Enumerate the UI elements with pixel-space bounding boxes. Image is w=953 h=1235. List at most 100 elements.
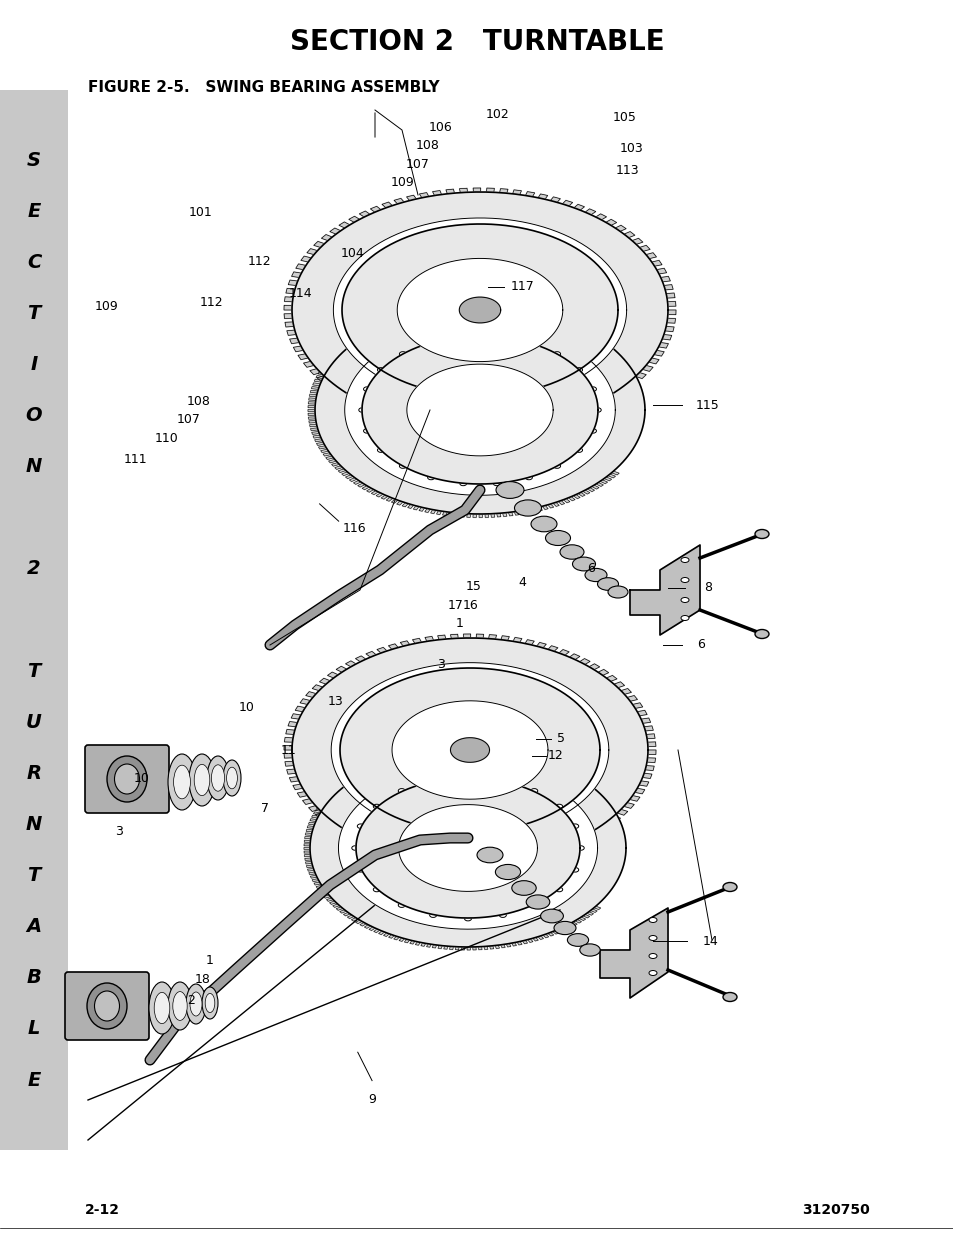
Ellipse shape (559, 545, 583, 559)
Ellipse shape (429, 778, 436, 783)
Ellipse shape (590, 270, 598, 274)
Polygon shape (320, 368, 328, 372)
Polygon shape (288, 721, 297, 726)
Polygon shape (355, 778, 579, 918)
Ellipse shape (87, 983, 127, 1029)
Polygon shape (399, 417, 409, 424)
Polygon shape (366, 488, 374, 493)
Ellipse shape (189, 755, 214, 806)
Polygon shape (645, 734, 655, 739)
Text: 1: 1 (456, 618, 463, 630)
Polygon shape (406, 364, 553, 456)
Polygon shape (582, 914, 589, 918)
Text: 107: 107 (176, 414, 201, 426)
Polygon shape (413, 506, 418, 510)
Polygon shape (317, 805, 324, 808)
Polygon shape (378, 931, 384, 935)
Ellipse shape (553, 352, 560, 356)
Polygon shape (315, 809, 322, 811)
Polygon shape (288, 280, 297, 285)
Ellipse shape (427, 475, 435, 479)
Ellipse shape (377, 368, 384, 372)
Polygon shape (316, 375, 328, 382)
Polygon shape (340, 830, 351, 836)
Ellipse shape (571, 824, 578, 829)
Text: 112: 112 (248, 256, 271, 268)
Polygon shape (530, 853, 539, 860)
Polygon shape (637, 710, 646, 716)
Polygon shape (527, 939, 533, 942)
Ellipse shape (379, 803, 387, 806)
Polygon shape (313, 383, 320, 385)
Polygon shape (473, 514, 476, 517)
Text: 107: 107 (405, 158, 430, 170)
Polygon shape (316, 442, 324, 446)
Ellipse shape (377, 448, 384, 452)
Ellipse shape (554, 921, 576, 935)
Ellipse shape (521, 384, 529, 388)
Polygon shape (284, 737, 293, 742)
Polygon shape (400, 641, 409, 646)
Polygon shape (284, 296, 293, 301)
Polygon shape (287, 769, 295, 774)
Polygon shape (647, 742, 656, 746)
Polygon shape (335, 666, 347, 672)
Ellipse shape (430, 384, 437, 388)
Polygon shape (550, 196, 559, 203)
Polygon shape (607, 474, 615, 478)
Ellipse shape (465, 671, 474, 676)
Text: R: R (27, 763, 42, 783)
Ellipse shape (491, 227, 499, 232)
Text: 102: 102 (486, 109, 509, 121)
Text: 108: 108 (186, 395, 211, 408)
Polygon shape (347, 915, 354, 919)
Polygon shape (286, 289, 294, 294)
Polygon shape (284, 746, 292, 750)
Text: A: A (27, 918, 42, 936)
Polygon shape (415, 942, 420, 945)
Polygon shape (569, 653, 579, 659)
Polygon shape (305, 862, 312, 864)
Ellipse shape (434, 823, 442, 826)
Polygon shape (512, 190, 521, 195)
Polygon shape (308, 410, 314, 411)
Polygon shape (387, 414, 397, 420)
Polygon shape (568, 496, 575, 500)
Polygon shape (394, 852, 403, 857)
Ellipse shape (373, 804, 380, 809)
Polygon shape (566, 924, 572, 927)
Ellipse shape (680, 557, 688, 562)
Polygon shape (488, 635, 496, 640)
Polygon shape (309, 398, 315, 400)
Polygon shape (338, 767, 597, 929)
Polygon shape (639, 781, 648, 787)
Ellipse shape (648, 953, 657, 958)
Polygon shape (388, 643, 397, 650)
Polygon shape (375, 493, 382, 496)
Polygon shape (596, 483, 602, 487)
Ellipse shape (555, 804, 562, 809)
Polygon shape (314, 811, 320, 815)
Polygon shape (511, 942, 516, 946)
Ellipse shape (397, 903, 405, 908)
Polygon shape (661, 335, 671, 340)
Ellipse shape (358, 408, 365, 412)
Polygon shape (563, 499, 569, 503)
Polygon shape (285, 322, 294, 327)
Polygon shape (315, 813, 326, 818)
Ellipse shape (430, 232, 437, 236)
Polygon shape (287, 330, 295, 336)
Polygon shape (314, 882, 320, 885)
Text: 117: 117 (511, 280, 534, 293)
Ellipse shape (207, 756, 229, 800)
Ellipse shape (521, 232, 529, 236)
Ellipse shape (589, 429, 596, 433)
Text: 1: 1 (206, 955, 213, 967)
Ellipse shape (379, 694, 387, 698)
Ellipse shape (583, 729, 592, 732)
Text: 13: 13 (328, 695, 343, 708)
Ellipse shape (351, 327, 358, 331)
Polygon shape (326, 898, 333, 902)
Polygon shape (311, 387, 318, 389)
Ellipse shape (553, 464, 560, 468)
